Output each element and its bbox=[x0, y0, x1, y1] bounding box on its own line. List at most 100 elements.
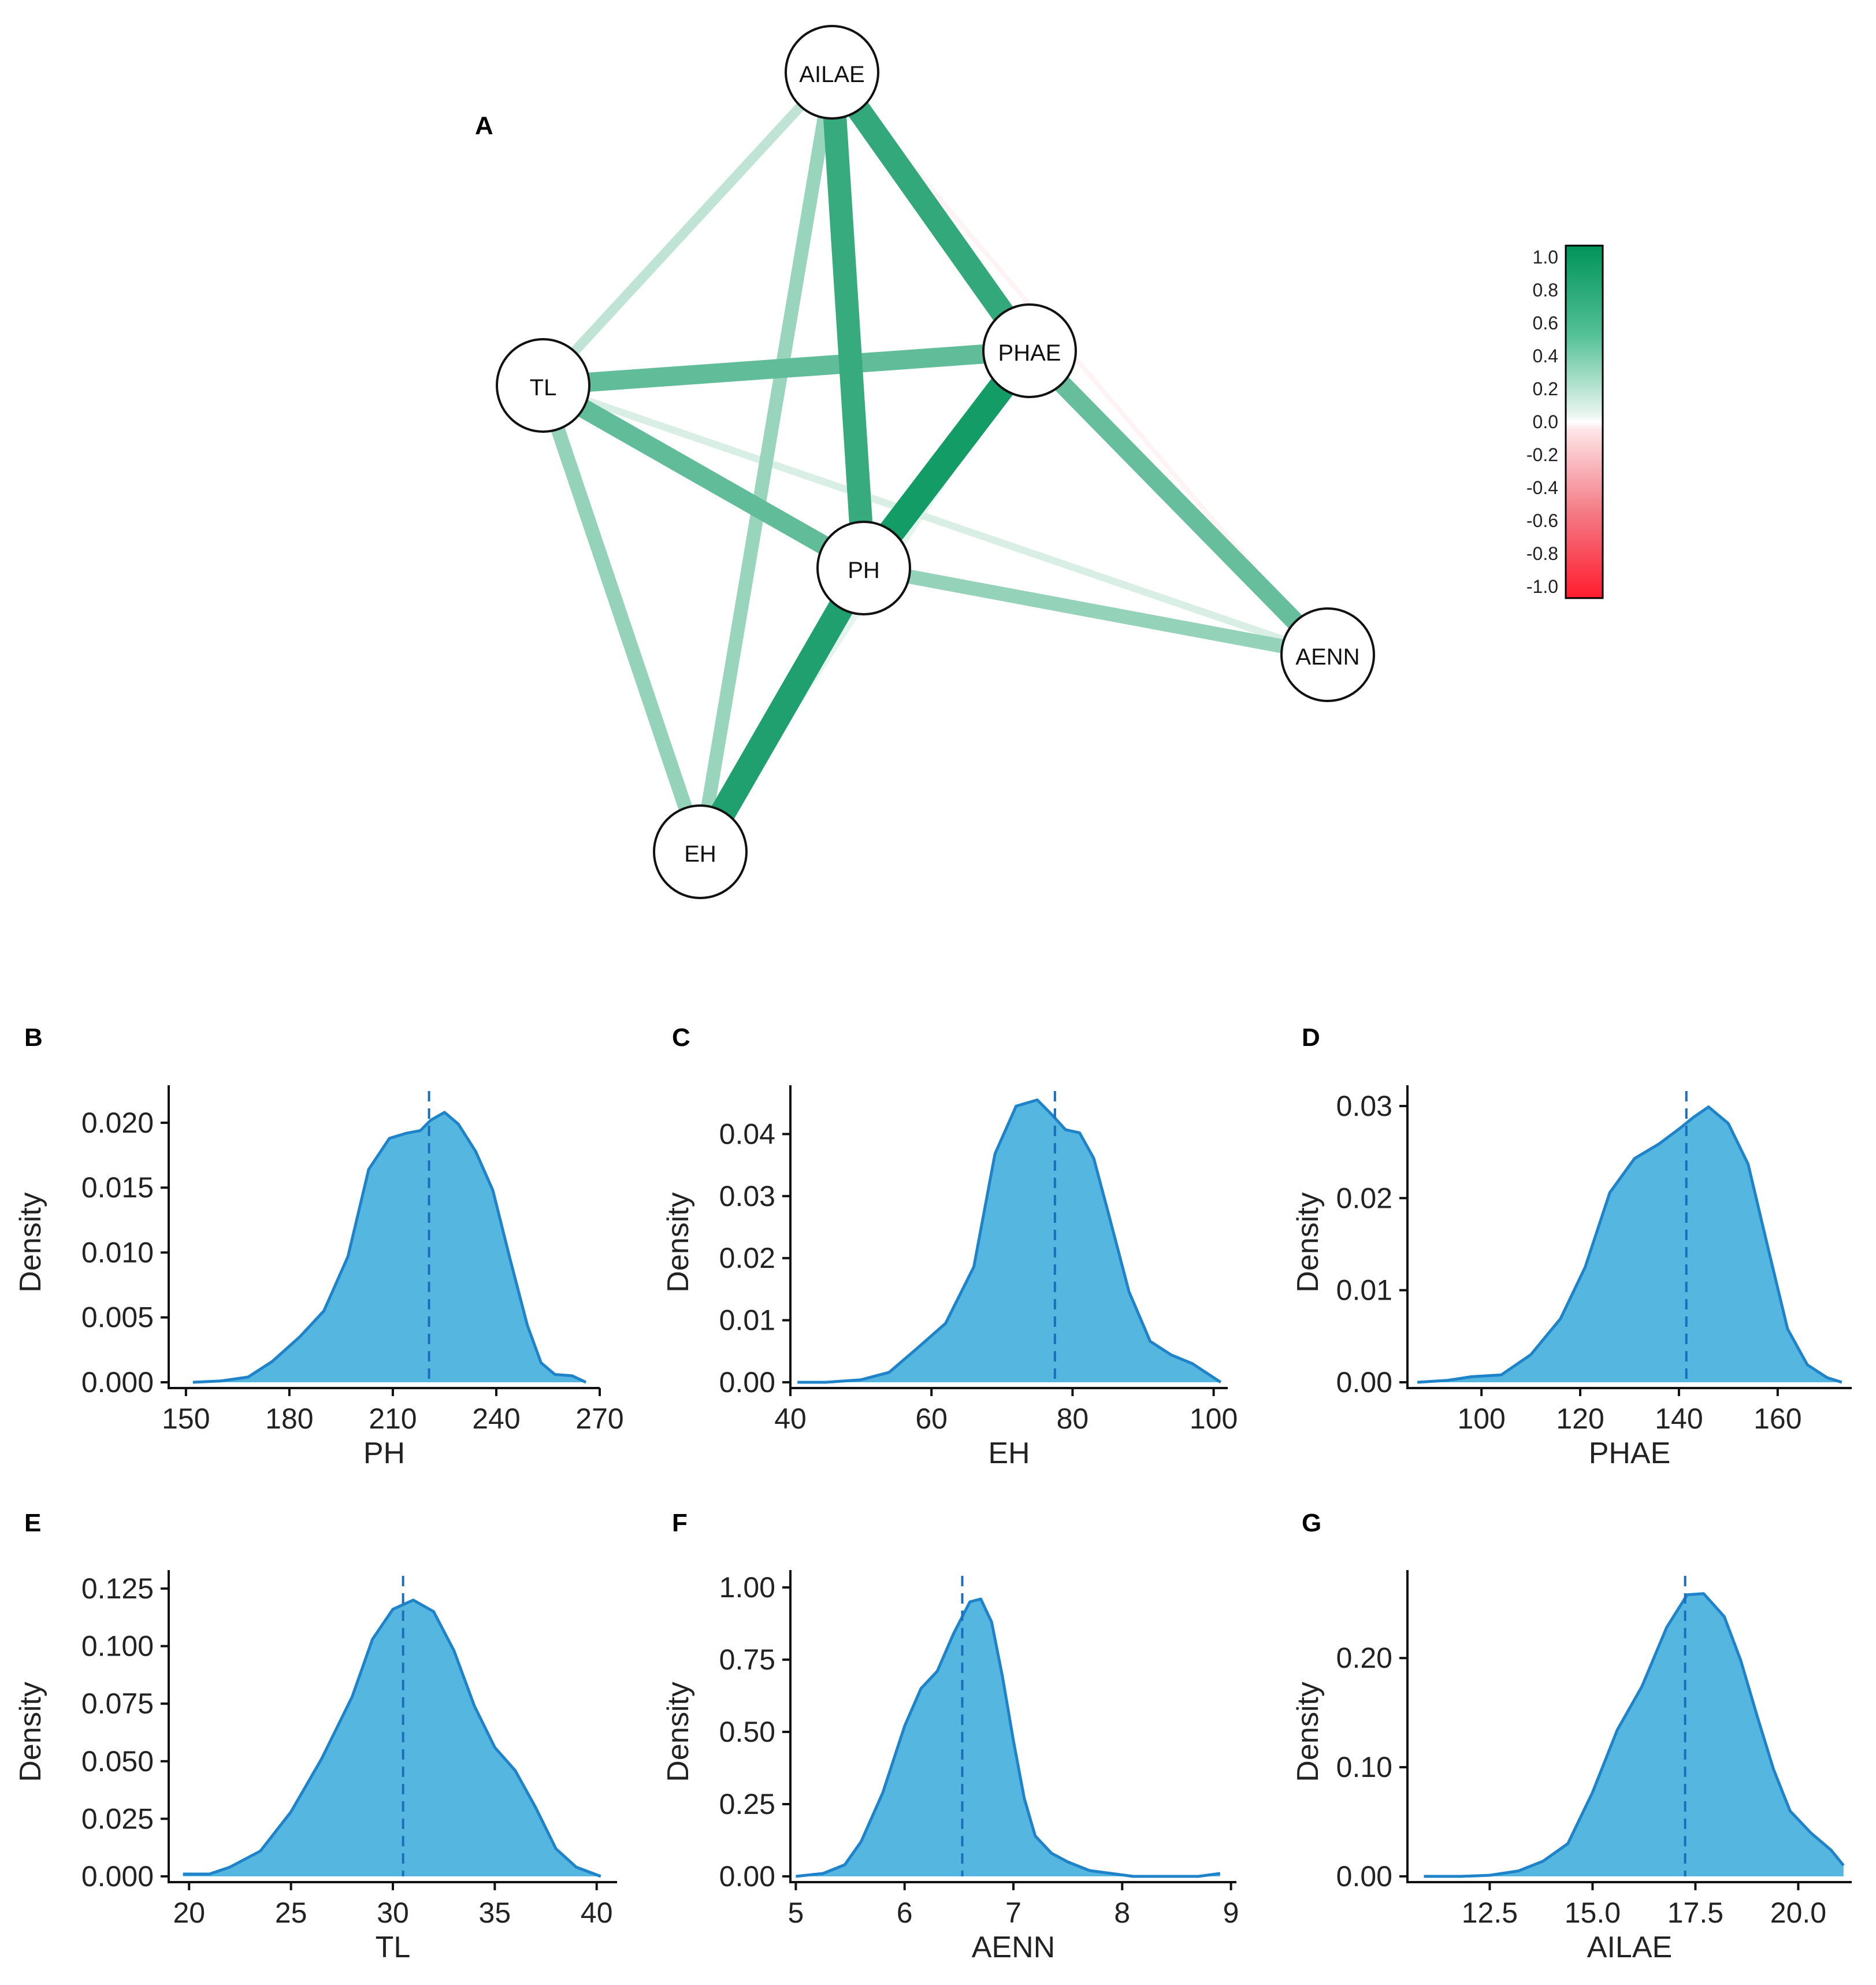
density-curve bbox=[183, 1598, 601, 1878]
y-axis-title: Density bbox=[14, 1682, 47, 1782]
node-circle bbox=[1280, 607, 1375, 702]
x-tick-label: 8 bbox=[1114, 1897, 1130, 1929]
density-curve bbox=[192, 1111, 587, 1384]
x-tick-label: 100 bbox=[1190, 1403, 1238, 1435]
y-axis-title: Density bbox=[662, 1192, 695, 1292]
node-circle bbox=[982, 303, 1077, 398]
y-tick-label: 0.000 bbox=[81, 1366, 154, 1398]
y-tick-label: 0.10 bbox=[1336, 1751, 1392, 1783]
node-circle bbox=[785, 25, 879, 120]
density-area bbox=[797, 1100, 1221, 1382]
x-tick-label: 12.5 bbox=[1462, 1897, 1518, 1929]
x-tick-label: 20.0 bbox=[1770, 1897, 1826, 1929]
x-axis-title: AILAE bbox=[1587, 1931, 1672, 1964]
x-tick-label: 35 bbox=[479, 1897, 511, 1929]
density-curve bbox=[796, 1597, 1221, 1878]
legend-tick-label: 0.0 bbox=[1533, 411, 1558, 432]
y-axis-title: Density bbox=[14, 1192, 47, 1292]
density-area bbox=[192, 1112, 586, 1382]
y-tick-label: 0.00 bbox=[1336, 1860, 1392, 1893]
x-tick-label: 60 bbox=[915, 1403, 948, 1435]
edge-ailae-tl bbox=[539, 69, 836, 389]
y-tick-label: 0.02 bbox=[1336, 1182, 1392, 1214]
density-area bbox=[1424, 1593, 1844, 1876]
x-tick-label: 80 bbox=[1057, 1403, 1089, 1435]
y-tick-label: 0.100 bbox=[81, 1630, 154, 1663]
x-tick-label: 100 bbox=[1457, 1403, 1505, 1435]
density-panel-ailae: G 12.5 15.0 17.5 20.0 0.00 0.10 0.20 AILAE Densit… bbox=[1291, 1509, 1852, 1964]
x-axis-title: PH bbox=[363, 1437, 405, 1470]
y-tick-label: 0.50 bbox=[719, 1716, 775, 1748]
x-tick-label: 15.0 bbox=[1565, 1897, 1621, 1929]
legend-tick-label: -0.2 bbox=[1526, 444, 1558, 465]
x-tick-label: 40 bbox=[774, 1403, 807, 1435]
legend-tick-label: 0.2 bbox=[1533, 379, 1558, 399]
legend-tick-labels: 1.0 0.8 0.6 0.4 0.2 0.0 -0.2 -0.4 -0.6 -0.8 -1.0 bbox=[1526, 247, 1558, 597]
panel-letter-c: C bbox=[672, 1023, 690, 1052]
density-curve bbox=[1417, 1105, 1842, 1384]
y-tick-label: 0.04 bbox=[719, 1118, 775, 1150]
y-tick-label: 0.20 bbox=[1336, 1642, 1392, 1674]
x-tick-label: 120 bbox=[1556, 1403, 1604, 1435]
y-tick-label: 0.015 bbox=[81, 1171, 154, 1204]
y-tick-label: 0.025 bbox=[81, 1802, 154, 1835]
y-tick-label: 0.020 bbox=[81, 1107, 154, 1139]
legend-tick-label: 1.0 bbox=[1533, 247, 1558, 268]
network-edges bbox=[536, 65, 1335, 859]
density-panel-eh: C 40 60 80 100 0.00 0.01 0.02 0.03 0.04 EH Density bbox=[662, 1023, 1238, 1470]
x-tick-label: 140 bbox=[1655, 1403, 1703, 1435]
x-tick-label: 30 bbox=[377, 1897, 409, 1929]
y-axis-title: Density bbox=[1291, 1682, 1325, 1782]
legend-tick-label: -0.4 bbox=[1526, 477, 1558, 498]
x-tick-label: 40 bbox=[581, 1897, 613, 1929]
y-tick-label: 0.000 bbox=[81, 1860, 154, 1893]
y-tick-label: 0.005 bbox=[81, 1301, 154, 1334]
y-tick-label: 0.050 bbox=[81, 1745, 154, 1778]
y-tick-label: 0.075 bbox=[81, 1687, 154, 1720]
node-label: AILAE bbox=[799, 62, 864, 87]
x-axis-title: PHAE bbox=[1589, 1437, 1671, 1470]
y-tick-label: 0.75 bbox=[719, 1643, 775, 1676]
legend-tick-label: -1.0 bbox=[1526, 576, 1558, 597]
x-tick-label: 240 bbox=[472, 1403, 520, 1435]
panel-letter-f: F bbox=[672, 1509, 688, 1537]
density-area bbox=[1417, 1107, 1842, 1382]
network-panel: A AILAE TL PHAE PH AENN EH 1.0 0.8 0.6 0.4 0.2 0.0… bbox=[475, 25, 1604, 899]
node-aenn: AENN bbox=[1280, 607, 1375, 702]
node-phae: PHAE bbox=[982, 303, 1077, 398]
x-tick-label: 20 bbox=[173, 1897, 205, 1929]
y-axis-title: Density bbox=[662, 1682, 695, 1782]
density-area bbox=[183, 1600, 601, 1876]
panel-letter-b: B bbox=[24, 1023, 43, 1052]
y-axis-title: Density bbox=[1291, 1192, 1325, 1292]
edge-tl-ph bbox=[538, 377, 869, 577]
x-tick-label: 150 bbox=[162, 1403, 210, 1435]
density-curve bbox=[797, 1098, 1222, 1384]
node-label: PHAE bbox=[998, 340, 1061, 366]
edge-tl-eh bbox=[536, 383, 707, 854]
legend-tick-label: -0.6 bbox=[1526, 510, 1558, 531]
y-tick-label: 1.00 bbox=[719, 1571, 775, 1604]
panel-letter-d: D bbox=[1302, 1023, 1320, 1052]
node-label: PH bbox=[848, 558, 880, 583]
y-tick-label: 0.01 bbox=[1336, 1274, 1392, 1307]
edge-ailae-ph bbox=[820, 71, 876, 569]
density-panel-phae: D 100 120 140 160 0.00 0.01 0.02 0.03 PHAE Density bbox=[1291, 1023, 1852, 1470]
x-tick-label: 17.5 bbox=[1667, 1897, 1723, 1929]
x-tick-label: 210 bbox=[369, 1403, 417, 1435]
y-tick-label: 0.00 bbox=[719, 1860, 775, 1893]
density-panel-tl: E 20 25 30 35 40 0.000 0.025 0.050 0.075 0.100 0.12… bbox=[14, 1509, 617, 1964]
node-label: TL bbox=[530, 375, 557, 400]
node-eh: EH bbox=[653, 804, 748, 899]
node-circle bbox=[653, 804, 748, 899]
legend-tick-label: 0.6 bbox=[1533, 313, 1558, 333]
density-area bbox=[796, 1599, 1220, 1876]
legend-tick-label: 0.8 bbox=[1533, 280, 1558, 300]
legend-color-bar bbox=[1565, 244, 1604, 599]
x-tick-label: 25 bbox=[275, 1897, 307, 1929]
x-tick-label: 6 bbox=[897, 1897, 913, 1929]
density-panel-aenn: F 5 6 7 8 9 0.00 0.25 0.50 0.75 1.00 AENN Density bbox=[662, 1509, 1239, 1964]
y-tick-label: 0.00 bbox=[719, 1366, 775, 1398]
density-panel-ph: B 150 180 210 240 270 0.000 0.005 0.010 0.015 0.02… bbox=[14, 1023, 624, 1470]
density-curve bbox=[1424, 1592, 1845, 1878]
